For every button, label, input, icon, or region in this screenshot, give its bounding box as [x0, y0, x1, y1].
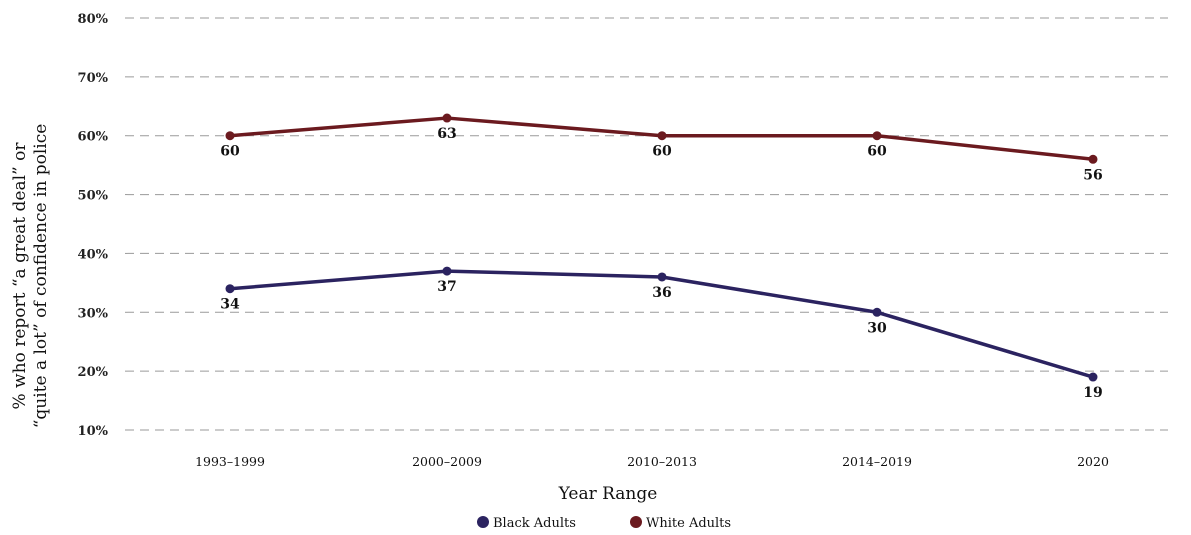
data-point: [872, 307, 882, 317]
y-tick-label: 20%: [78, 365, 109, 380]
data-label: 56: [1083, 167, 1102, 183]
data-label: 19: [1083, 385, 1102, 401]
x-axis-title: Year Range: [558, 484, 658, 504]
legend: Black Adults White Adults: [477, 516, 731, 531]
data-label: 36: [652, 285, 671, 301]
x-tick-label: 2010–2013: [627, 454, 697, 469]
data-label: 60: [220, 144, 240, 160]
legend-label: White Adults: [646, 516, 731, 531]
y-axis-title-line-2: “quite a lot” of confidence in police: [31, 124, 51, 429]
y-axis-title: % who report “a great deal” or “quite a …: [10, 124, 51, 429]
data-label: 60: [867, 144, 887, 160]
x-tick-label: 2000–2009: [412, 454, 482, 469]
y-tick-label: 40%: [78, 247, 109, 262]
x-tick-label: 2014–2019: [842, 454, 912, 469]
x-axis-ticks: 1993–1999 2000–2009 2010–2013 2014–2019 2020: [195, 454, 1109, 469]
data-point: [442, 113, 452, 123]
legend-marker: [630, 516, 642, 528]
data-label: 37: [437, 279, 456, 295]
data-label: 63: [437, 126, 456, 142]
y-tick-label: 30%: [78, 306, 109, 321]
series-lines: [225, 113, 1098, 382]
data-label: 60: [652, 144, 672, 160]
y-tick-label: 50%: [78, 189, 109, 204]
y-tick-label: 80%: [78, 12, 109, 27]
x-tick-label: 2020: [1077, 454, 1109, 469]
data-label: 30: [867, 320, 887, 336]
legend-label: Black Adults: [493, 516, 576, 531]
y-axis-title-line-1: % who report “a great deal” or: [10, 142, 30, 410]
y-tick-label: 60%: [78, 130, 109, 145]
data-point: [1088, 372, 1098, 382]
data-point: [872, 131, 882, 141]
gridlines: [125, 17, 1168, 431]
data-point: [225, 131, 235, 141]
y-tick-label: 70%: [78, 71, 109, 86]
data-label: 34: [220, 297, 240, 313]
data-point: [442, 266, 452, 276]
y-tick-label: 10%: [78, 424, 109, 439]
data-labels: 34 37 36 30 19 60 63 60 60 56: [220, 126, 1102, 401]
y-axis-ticks: 10% 20% 30% 40% 50% 60% 70% 80%: [78, 12, 109, 439]
data-point: [657, 131, 667, 141]
x-tick-label: 1993–1999: [195, 454, 265, 469]
data-point: [657, 272, 667, 282]
legend-marker: [477, 516, 489, 528]
data-point: [1088, 154, 1098, 164]
data-point: [225, 284, 235, 294]
